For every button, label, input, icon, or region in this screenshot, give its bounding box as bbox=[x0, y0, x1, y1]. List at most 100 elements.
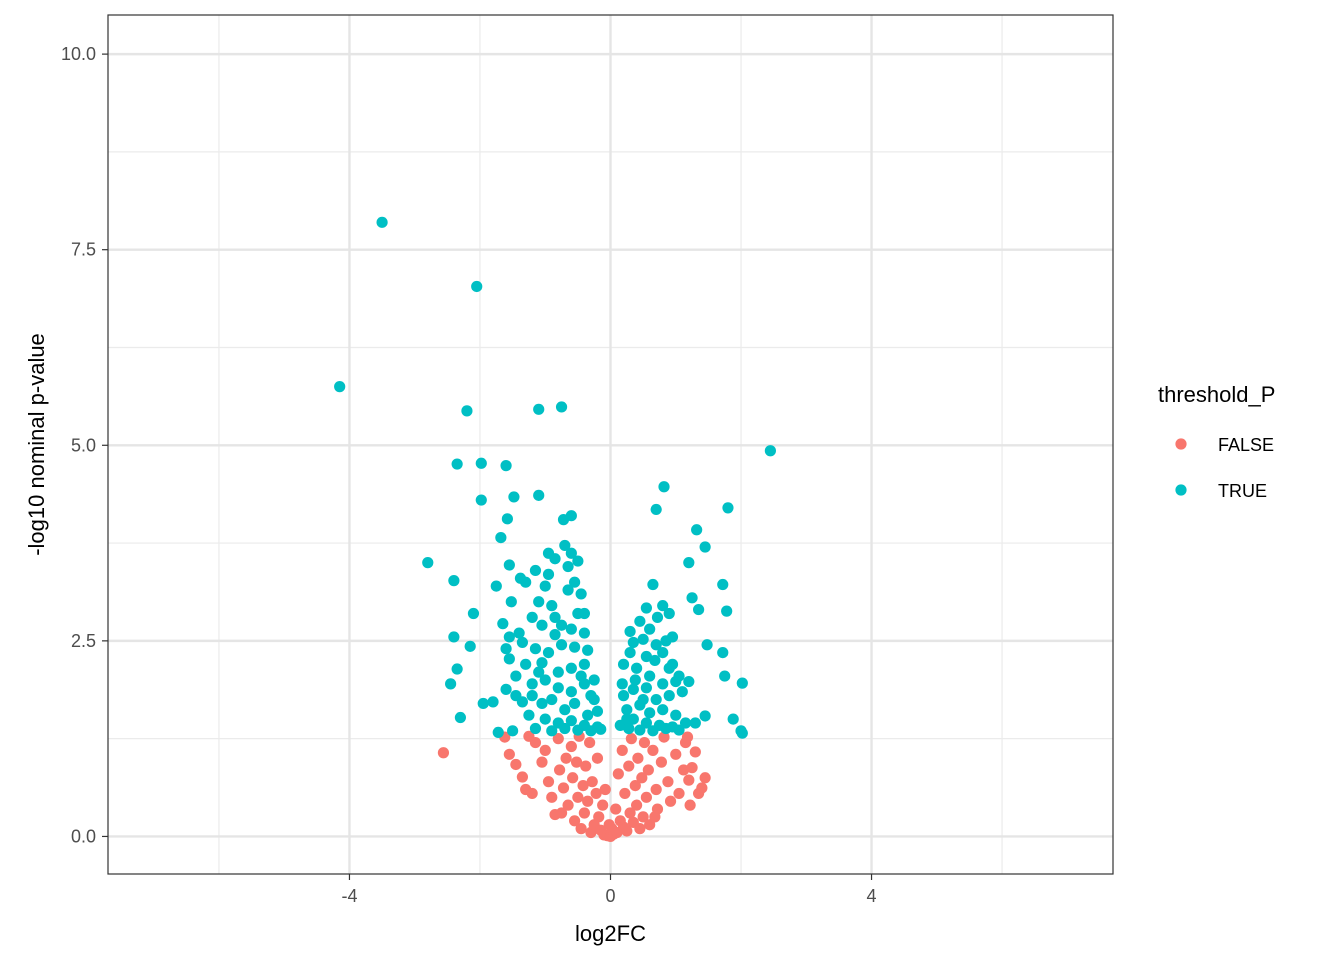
data-point-true bbox=[451, 458, 463, 470]
data-point-false bbox=[637, 811, 649, 823]
data-point-false bbox=[632, 752, 644, 764]
data-point-false bbox=[650, 783, 662, 796]
data-point-false bbox=[621, 825, 633, 837]
data-point-true bbox=[701, 639, 713, 651]
data-point-false bbox=[516, 771, 528, 783]
data-point-false bbox=[437, 747, 450, 759]
data-point-true bbox=[764, 445, 776, 457]
data-point-true bbox=[647, 725, 659, 737]
legend-key-false bbox=[1175, 438, 1187, 450]
data-point-true bbox=[679, 717, 692, 729]
data-point-true bbox=[490, 580, 502, 592]
data-point-false bbox=[582, 795, 594, 807]
data-point-true bbox=[591, 705, 604, 717]
data-point-true bbox=[448, 575, 460, 587]
data-point-true bbox=[516, 696, 528, 708]
data-point-true bbox=[683, 675, 695, 688]
data-point-true bbox=[536, 619, 548, 631]
data-point-false bbox=[642, 764, 654, 776]
data-point-true bbox=[644, 623, 656, 635]
data-point-true bbox=[542, 647, 555, 659]
data-point-true bbox=[572, 555, 584, 567]
data-point-true bbox=[559, 722, 571, 735]
data-point-true bbox=[454, 711, 467, 724]
data-point-true bbox=[657, 647, 669, 659]
data-point-true bbox=[500, 460, 512, 472]
data-point-true bbox=[562, 584, 574, 596]
data-point-true bbox=[691, 524, 703, 536]
data-point-true bbox=[559, 539, 571, 552]
data-point-true bbox=[721, 605, 733, 617]
data-point-false bbox=[570, 756, 583, 768]
data-point-false bbox=[590, 787, 602, 800]
data-point-true bbox=[557, 514, 570, 526]
data-point-true bbox=[549, 629, 561, 641]
data-point-true bbox=[651, 611, 664, 623]
data-point-true bbox=[634, 615, 646, 627]
data-point-true bbox=[508, 491, 520, 503]
major-gridlines bbox=[108, 15, 1113, 874]
y-tick-label: 2.5 bbox=[71, 631, 96, 651]
data-point-true bbox=[565, 715, 577, 727]
data-point-true bbox=[539, 580, 551, 592]
data-point-true bbox=[555, 401, 568, 413]
data-point-true bbox=[717, 578, 729, 591]
data-point-true bbox=[637, 693, 649, 706]
data-point-true bbox=[640, 717, 652, 729]
data-point-false bbox=[510, 758, 522, 771]
data-point-true bbox=[627, 636, 639, 649]
legend-label-false: FALSE bbox=[1218, 435, 1274, 455]
data-point-true bbox=[621, 704, 633, 716]
data-point-true bbox=[542, 568, 555, 580]
data-point-false bbox=[553, 764, 566, 776]
data-point-true bbox=[533, 666, 545, 678]
data-point-false bbox=[623, 760, 635, 772]
data-point-false bbox=[539, 744, 551, 756]
data-point-true bbox=[505, 596, 517, 608]
legend-key-true bbox=[1175, 484, 1187, 496]
data-point-false bbox=[625, 733, 637, 745]
data-point-true bbox=[578, 658, 590, 670]
data-point-true bbox=[736, 727, 748, 739]
data-point-true bbox=[670, 709, 682, 721]
data-point-true bbox=[689, 717, 701, 729]
data-point-false bbox=[655, 756, 668, 768]
data-point-true bbox=[572, 607, 584, 620]
data-point-true bbox=[650, 639, 662, 651]
data-point-true bbox=[448, 631, 460, 643]
data-point-true bbox=[575, 588, 587, 600]
data-point-true bbox=[552, 682, 564, 694]
data-point-false bbox=[664, 795, 677, 807]
data-point-true bbox=[477, 697, 489, 710]
data-point-true bbox=[500, 643, 512, 655]
data-point-true bbox=[559, 704, 571, 716]
data-point-false bbox=[557, 782, 570, 794]
data-point-false bbox=[523, 730, 535, 742]
data-point-true bbox=[376, 216, 388, 228]
data-point-true bbox=[536, 697, 548, 710]
data-point-true bbox=[539, 674, 551, 686]
data-point-false bbox=[612, 768, 624, 780]
data-point-true bbox=[644, 670, 656, 682]
legend: threshold_P FALSE TRUE bbox=[1158, 382, 1275, 501]
scatter-points bbox=[334, 216, 776, 843]
y-tick-label: 0.0 bbox=[71, 826, 96, 846]
data-point-true bbox=[549, 611, 561, 623]
data-point-false bbox=[649, 811, 661, 823]
data-point-true bbox=[640, 602, 652, 614]
data-point-true bbox=[631, 662, 643, 674]
data-point-false bbox=[593, 811, 605, 823]
data-point-true bbox=[464, 640, 476, 652]
data-point-true bbox=[637, 633, 649, 645]
data-point-false bbox=[546, 791, 558, 803]
data-point-true bbox=[487, 696, 499, 708]
data-point-true bbox=[650, 503, 662, 516]
data-point-false bbox=[640, 791, 652, 803]
data-point-true bbox=[569, 641, 581, 653]
data-point-false bbox=[647, 744, 659, 756]
data-point-true bbox=[510, 670, 522, 682]
data-point-true bbox=[523, 709, 535, 721]
data-point-false bbox=[699, 772, 711, 784]
